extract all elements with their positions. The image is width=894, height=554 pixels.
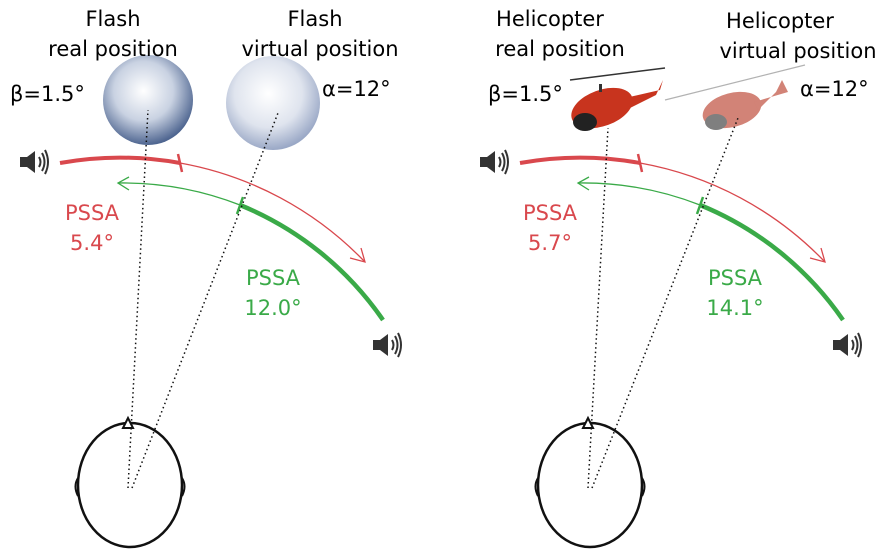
sight-line	[587, 127, 609, 489]
head	[534, 416, 646, 549]
label: real position	[48, 37, 178, 61]
speaker	[19, 149, 49, 175]
pssa-value: 5.4°	[70, 231, 114, 255]
beta: β=1.5°	[10, 82, 85, 106]
label: Helicopter	[726, 9, 834, 33]
pssa-value: 12.0°	[244, 296, 301, 320]
pssa-label: PSSA	[65, 201, 120, 225]
speaker	[372, 332, 402, 358]
speaker	[479, 149, 509, 175]
pssa-label: PSSA	[708, 266, 763, 290]
flash-virtual	[226, 56, 320, 150]
flash-real	[103, 55, 193, 145]
sight-line	[591, 117, 739, 489]
beta: β=1.5°	[488, 82, 563, 106]
label: Flash	[85, 7, 140, 31]
pssa-value: 5.7°	[528, 231, 572, 255]
label: Flash	[287, 7, 342, 31]
sight-line	[127, 109, 149, 489]
label: virtual position	[242, 37, 399, 61]
panel-flash: Flash real position Flash virtual positi…	[10, 7, 402, 549]
speaker	[832, 332, 862, 358]
helicopter-real	[569, 67, 666, 131]
alpha: α=12°	[322, 77, 391, 101]
label: real position	[495, 37, 625, 61]
helicopter-virtual	[664, 64, 806, 130]
pssa-label: PSSA	[246, 266, 301, 290]
pssa-label: PSSA	[523, 201, 578, 225]
pssa-value: 14.1°	[706, 296, 763, 320]
label: Helicopter	[496, 7, 604, 31]
alpha: α=12°	[800, 77, 869, 101]
label: virtual position	[720, 39, 877, 63]
panel-helicopter: Helicopter real position Helicopter virt…	[479, 7, 877, 549]
